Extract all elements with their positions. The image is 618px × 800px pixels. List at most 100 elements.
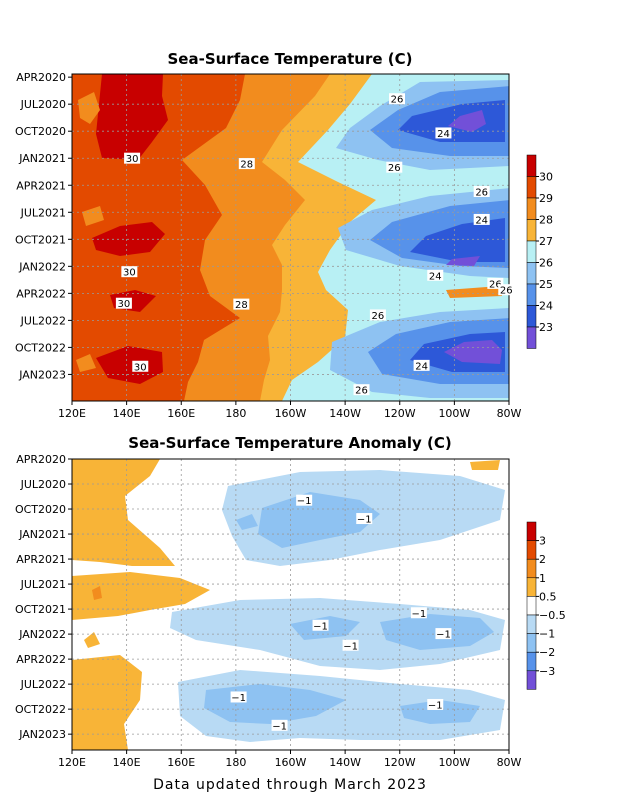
contour-label: 28 xyxy=(233,298,250,311)
anomaly-x-axis: 120E 140E 160E 180 160W 140W 120W 100W 80W xyxy=(58,750,522,769)
x-tick-label: 180 xyxy=(225,407,246,420)
x-tick-label: 80W xyxy=(497,407,522,420)
svg-text:26: 26 xyxy=(500,286,513,297)
svg-text:−1: −1 xyxy=(231,693,246,704)
sst-x-axis: 120E 140E 160E 180 160W 140W 120W 100W 80W xyxy=(58,401,522,420)
svg-text:30: 30 xyxy=(134,362,147,373)
sst-band-22 xyxy=(444,340,502,364)
x-tick-label: 160E xyxy=(167,756,195,769)
x-tick-label: 120W xyxy=(384,756,416,769)
y-tick-label: JUL2022 xyxy=(20,314,66,327)
svg-text:28: 28 xyxy=(235,300,248,311)
contour-label: 26 xyxy=(353,384,370,397)
contour-label: 28 xyxy=(238,158,255,171)
y-tick-label: OCT2020 xyxy=(15,125,66,138)
x-tick-label: 140E xyxy=(113,756,141,769)
legend-swatch xyxy=(526,670,537,690)
sst-title: Sea-Surface Temperature (C) xyxy=(168,50,413,68)
sst-y-axis: APR2020 JUL2020 OCT2020 JAN2021 APR2021 JUL20… xyxy=(15,71,72,381)
svg-text:−1: −1 xyxy=(313,621,328,632)
legend-label: −1 xyxy=(539,628,555,641)
contour-label: −1 xyxy=(356,513,373,526)
legend-label: 23 xyxy=(539,321,553,334)
legend-swatch xyxy=(526,219,537,242)
legend-label: 29 xyxy=(539,192,553,205)
x-tick-label: 160W xyxy=(275,407,307,420)
y-tick-label: JAN2023 xyxy=(18,368,66,381)
svg-text:24: 24 xyxy=(437,129,450,140)
anomaly-band-positive xyxy=(92,586,102,600)
y-tick-label: JAN2021 xyxy=(18,528,66,541)
legend-label: −2 xyxy=(539,646,555,659)
contour-label: −1 xyxy=(427,698,444,711)
contour-label: 30 xyxy=(124,152,141,165)
y-tick-label: OCT2020 xyxy=(15,503,66,516)
anomaly-band-neg1 xyxy=(400,700,480,724)
y-tick-label: OCT2022 xyxy=(15,341,66,354)
contour-label: −1 xyxy=(312,619,329,632)
contour-label: 24 xyxy=(473,213,490,226)
sst-band-22 xyxy=(448,110,486,132)
svg-text:26: 26 xyxy=(355,386,368,397)
legend-swatch xyxy=(526,283,537,306)
footer-note: Data updated through March 2023 xyxy=(153,777,427,793)
legend-label: 0.5 xyxy=(539,590,557,603)
anomaly-band-positive xyxy=(84,632,100,648)
sst-band-22 xyxy=(446,256,480,266)
y-tick-label: JUL2021 xyxy=(20,206,66,219)
x-tick-label: 80W xyxy=(497,756,522,769)
sst-band-23 xyxy=(410,218,505,262)
sst-legend: 30 29 28 27 26 25 24 23 xyxy=(526,154,553,349)
anomaly-panel: Sea-Surface Temperature Anomaly (C) xyxy=(15,434,566,769)
y-tick-label: JAN2022 xyxy=(18,260,66,273)
anomaly-y-axis: APR2020 JUL2020 OCT2020 JAN2021 APR2021 JUL20… xyxy=(15,453,72,741)
y-tick-label: JAN2022 xyxy=(18,628,66,641)
svg-text:−1: −1 xyxy=(428,700,443,711)
svg-text:−1: −1 xyxy=(357,515,372,526)
contour-label: −1 xyxy=(296,494,313,507)
anomaly-field xyxy=(72,459,509,750)
y-tick-label: JUL2022 xyxy=(20,678,66,691)
sst-panel: Sea-Surface Temperature (C) xyxy=(15,50,553,420)
contour-label: 24 xyxy=(435,127,452,140)
legend-swatch xyxy=(526,577,537,597)
x-tick-label: 160W xyxy=(275,756,307,769)
legend-swatch xyxy=(526,596,537,616)
y-tick-label: JAN2023 xyxy=(18,728,66,741)
contour-label: 30 xyxy=(121,266,138,279)
legend-swatch xyxy=(526,614,537,634)
y-tick-label: JUL2021 xyxy=(20,578,66,591)
sst-band-30 xyxy=(96,74,168,160)
legend-label: 26 xyxy=(539,257,553,270)
contour-label: 26 xyxy=(473,186,490,199)
y-tick-label: APR2020 xyxy=(16,71,66,84)
y-tick-label: JUL2020 xyxy=(20,478,66,491)
contour-label: 26 xyxy=(498,284,515,297)
x-tick-label: 140W xyxy=(329,407,361,420)
contour-label: 26 xyxy=(487,277,504,290)
legend-label: 2 xyxy=(539,553,546,566)
legend-swatch xyxy=(526,176,537,199)
legend-swatch xyxy=(526,521,537,541)
legend-swatch xyxy=(526,651,537,672)
y-tick-label: APR2020 xyxy=(16,453,66,466)
svg-text:30: 30 xyxy=(118,299,131,310)
sst-field xyxy=(72,74,509,401)
legend-label: 1 xyxy=(539,572,546,585)
svg-text:−1: −1 xyxy=(436,630,451,641)
anomaly-band-neg1 xyxy=(236,514,258,530)
contour-label: 30 xyxy=(132,360,149,373)
contour-label: 24 xyxy=(413,359,430,372)
y-tick-label: JUL2020 xyxy=(20,98,66,111)
anomaly-band-positive xyxy=(470,460,500,470)
y-tick-label: APR2021 xyxy=(16,179,66,192)
svg-text:−1: −1 xyxy=(272,721,287,732)
x-tick-label: 120W xyxy=(384,407,416,420)
svg-text:30: 30 xyxy=(126,154,139,165)
x-tick-label: 100W xyxy=(438,756,470,769)
legend-swatch xyxy=(526,326,537,349)
sst-band-28 xyxy=(82,206,104,226)
anomaly-title: Sea-Surface Temperature Anomaly (C) xyxy=(128,434,451,452)
